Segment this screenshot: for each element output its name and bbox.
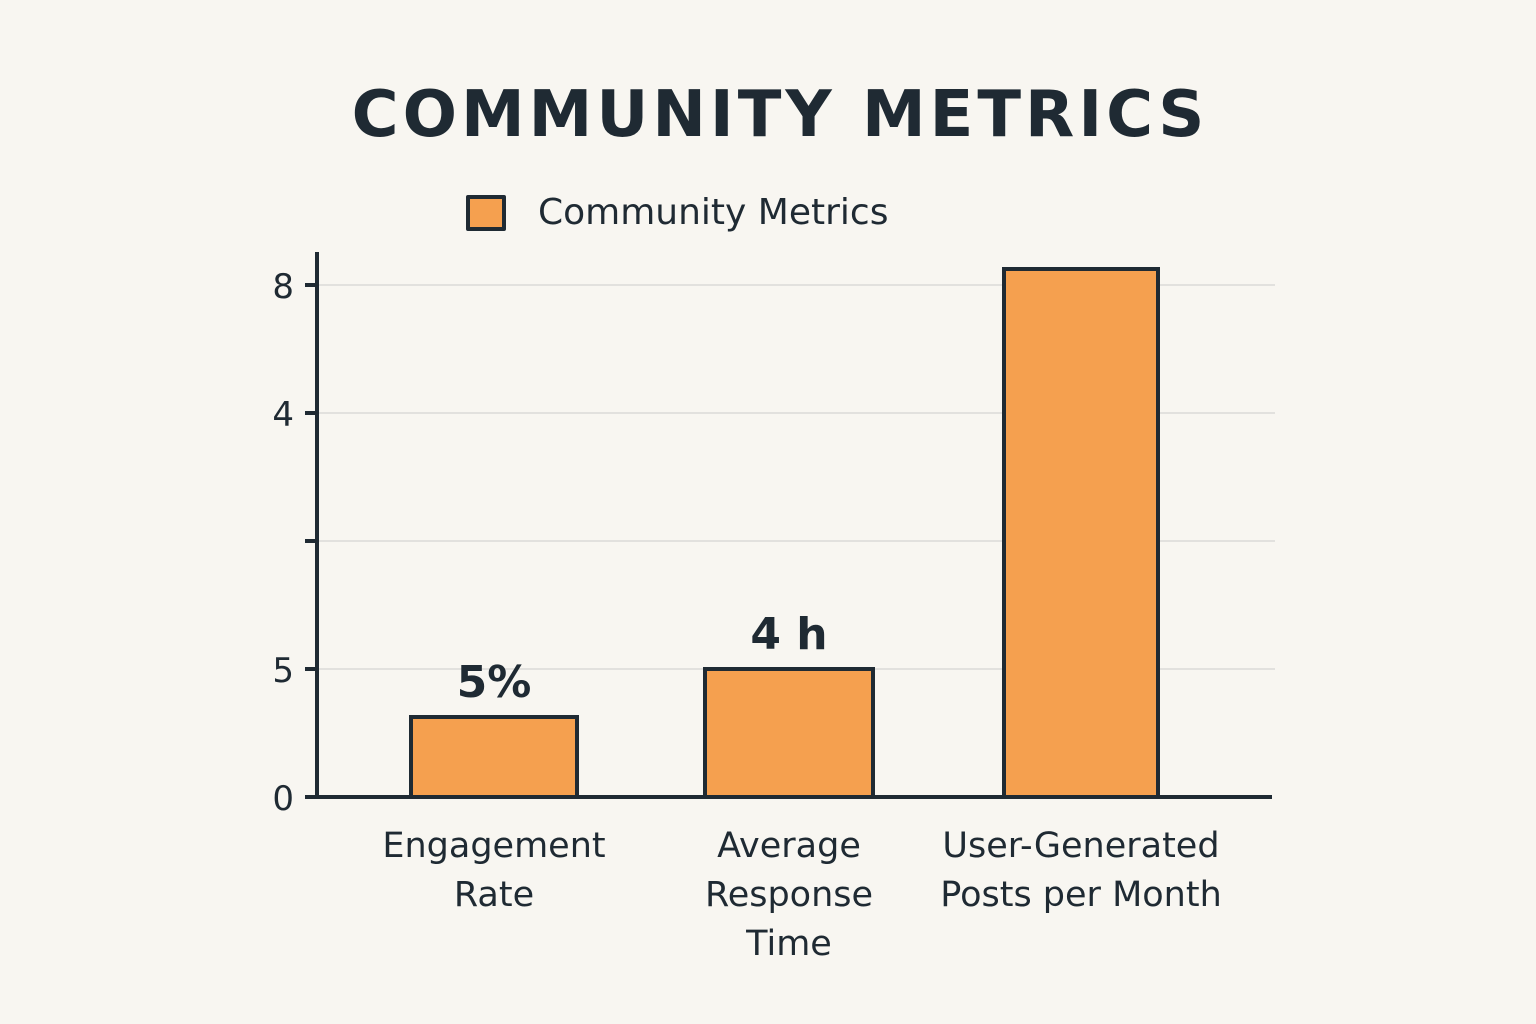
- bar: [1002, 267, 1160, 799]
- data-label: 4 h: [750, 609, 827, 660]
- legend-swatch: [466, 194, 506, 231]
- y-tick-label: 4: [272, 395, 294, 435]
- bar: [409, 715, 579, 799]
- chart-title: COMMUNITY METRICS: [351, 78, 1209, 152]
- x-category-label: Engagement Rate: [382, 826, 606, 915]
- legend-label: Community Metrics: [538, 192, 889, 233]
- x-category-label: User-Generated Posts per Month: [940, 826, 1222, 915]
- y-tick-label: 8: [272, 267, 294, 307]
- y-tick-label: 5: [272, 651, 294, 691]
- data-label: 5%: [457, 657, 532, 708]
- legend: Community Metrics: [466, 192, 888, 233]
- x-category-label: Average Response Time: [704, 826, 874, 964]
- y-tick-label: 0: [272, 779, 294, 819]
- bar: [703, 667, 875, 799]
